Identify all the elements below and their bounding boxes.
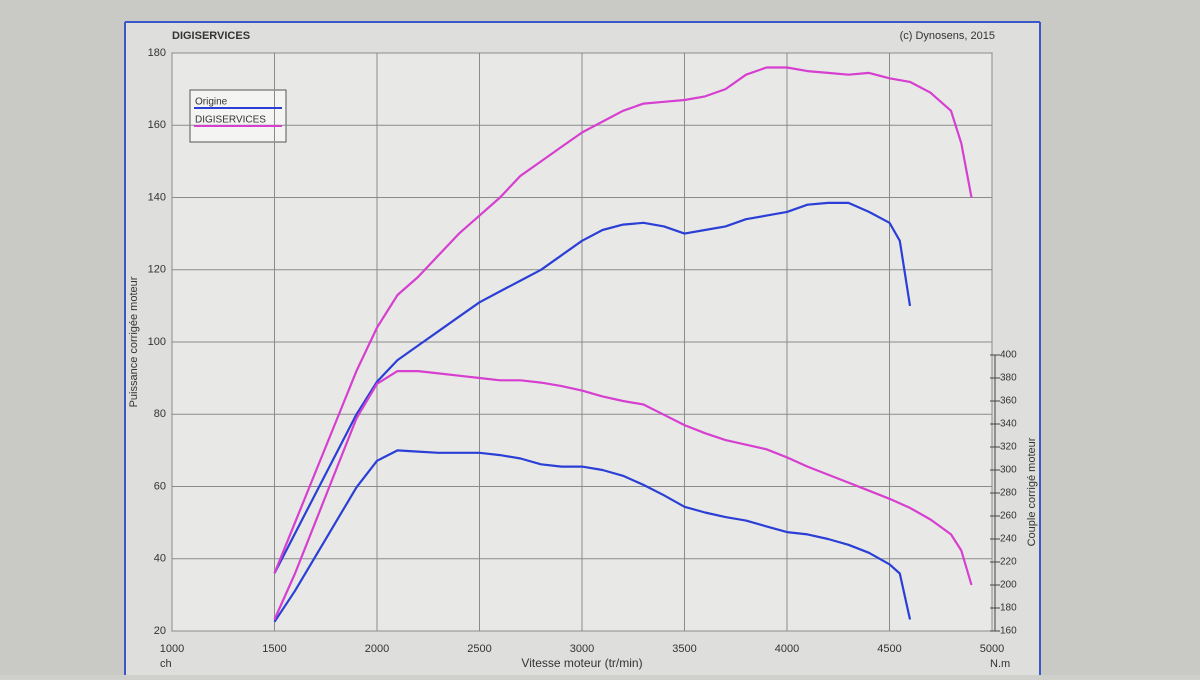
x-tick-label: 3500 (672, 643, 696, 655)
series-line (273, 201, 912, 574)
x-tick-label: 2500 (467, 643, 491, 655)
x-tick-label: 1000 (160, 643, 184, 655)
y-tick-label: 100 (148, 336, 166, 348)
y2-tick-label: 340 (1000, 419, 1017, 430)
y2-tick-label: 300 (1000, 465, 1017, 476)
y2-tick-label: 400 (1000, 350, 1017, 361)
x-axis-title: Vitesse moteur (tr/min) (521, 656, 642, 670)
series-line (273, 66, 973, 574)
legend-box (189, 89, 287, 143)
y2-tick-label: 200 (1000, 580, 1017, 591)
y2-tick-label: 320 (1000, 442, 1017, 453)
y-tick-label: 60 (154, 480, 166, 492)
y-unit: ch (160, 658, 172, 670)
y2-tick-label: 220 (1000, 557, 1017, 568)
y2-tick-label: 280 (1000, 488, 1017, 499)
y2-unit: N.m (990, 658, 1010, 670)
y-tick-label: 20 (154, 625, 166, 637)
x-tick-label: 3000 (570, 643, 594, 655)
y-tick-label: 180 (148, 47, 166, 59)
y2-tick-label: 240 (1000, 534, 1017, 545)
x-tick-label: 4500 (877, 643, 901, 655)
y2-tick-label: 180 (1000, 603, 1017, 614)
y-tick-label: 80 (154, 408, 166, 420)
series-line (273, 370, 973, 620)
y2-tick-label: 360 (1000, 396, 1017, 407)
y-tick-label: 120 (148, 264, 166, 276)
y-tick-label: 40 (154, 553, 166, 565)
y-axis-title: Puissance corrigée moteur (128, 276, 140, 407)
legend-label: Origine (195, 97, 228, 108)
x-tick-label: 2000 (365, 643, 389, 655)
y-tick-label: 140 (148, 191, 166, 203)
y-tick-label: 160 (148, 119, 166, 131)
y2-axis-title: Couple corrigé moteur (1026, 437, 1038, 546)
header-right: (c) Dynosens, 2015 (900, 30, 995, 42)
x-tick-label: 1500 (262, 643, 286, 655)
series-line (273, 449, 912, 623)
legend-label: DIGISERVICES (195, 115, 266, 126)
header-left: DIGISERVICES (172, 30, 250, 42)
x-tick-label: 5000 (980, 643, 1004, 655)
y2-tick-label: 380 (1000, 373, 1017, 384)
y2-tick-label: 260 (1000, 511, 1017, 522)
x-tick-label: 4000 (775, 643, 799, 655)
y2-tick-label: 160 (1000, 626, 1017, 637)
